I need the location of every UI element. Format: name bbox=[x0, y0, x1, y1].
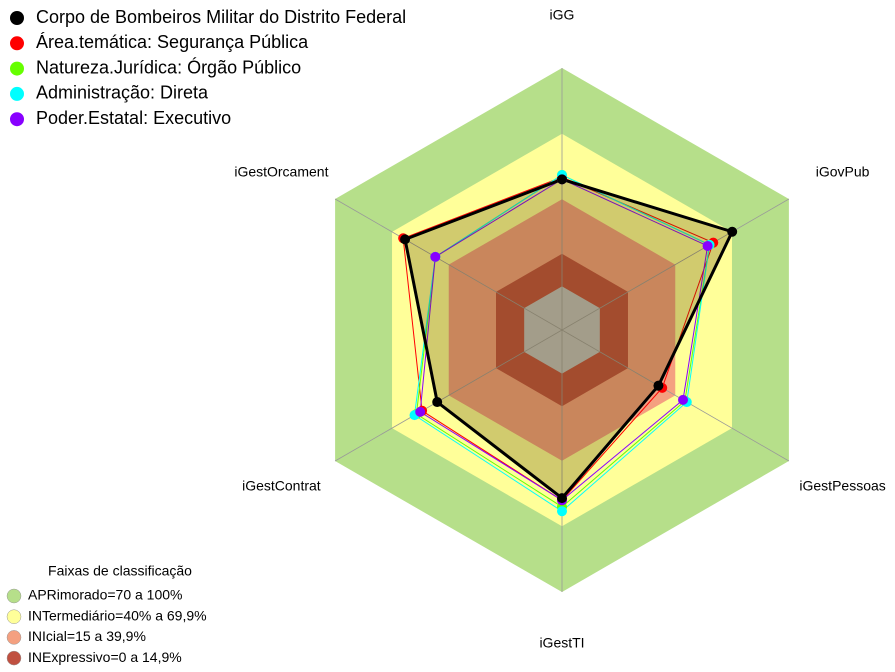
legend-marker bbox=[10, 36, 24, 51]
legend-marker bbox=[10, 112, 24, 127]
band-legend-marker bbox=[6, 650, 22, 666]
band-legend-label: INIcial=15 a 39,9% bbox=[28, 628, 146, 644]
series-point bbox=[702, 240, 713, 251]
series-point bbox=[430, 251, 441, 262]
bands-title: Faixas de classificação bbox=[48, 563, 192, 579]
axis-label: iGestTI bbox=[539, 635, 584, 651]
band-legend-marker bbox=[6, 630, 22, 645]
spoke bbox=[334, 198, 563, 331]
series-point bbox=[557, 174, 567, 185]
axis-label: iGG bbox=[550, 7, 575, 23]
axis-label: iGovPub bbox=[816, 164, 870, 180]
legend-label: Corpo de Bombeiros Militar do Distrito F… bbox=[36, 7, 406, 27]
spoke bbox=[561, 198, 790, 331]
band-legend-marker bbox=[6, 588, 22, 604]
axis-label: iGestPessoas bbox=[799, 478, 885, 494]
series-point bbox=[432, 397, 443, 408]
band-legend-label: INTermediário=40% a 69,9% bbox=[28, 607, 207, 623]
legend-label: Administração: Direta bbox=[36, 83, 209, 103]
axis-label: iGestOrcament bbox=[234, 164, 328, 180]
band-legend-label: APRimorado=70 a 100% bbox=[28, 587, 183, 603]
legend-label: Natureza.Jurídica: Órgão Público bbox=[36, 56, 301, 77]
spoke bbox=[334, 329, 563, 462]
series-point bbox=[557, 493, 567, 504]
series-point bbox=[727, 226, 738, 237]
legend-marker bbox=[10, 86, 24, 101]
legend-label: Poder.Estatal: Executivo bbox=[36, 108, 231, 128]
series-point bbox=[653, 380, 664, 391]
series-point bbox=[400, 234, 411, 245]
axis-label: iGestContrat bbox=[242, 478, 321, 494]
series-point bbox=[415, 406, 426, 417]
legend-label: Área.temática: Segurança Pública bbox=[36, 32, 309, 52]
spoke bbox=[561, 329, 790, 462]
legend-marker bbox=[10, 11, 24, 25]
series-point bbox=[678, 394, 689, 405]
band-legend-marker bbox=[6, 609, 22, 624]
band-legend-label: INExpressivo=0 a 14,9% bbox=[28, 649, 182, 665]
legend-marker bbox=[10, 61, 24, 76]
series-point bbox=[557, 506, 567, 517]
